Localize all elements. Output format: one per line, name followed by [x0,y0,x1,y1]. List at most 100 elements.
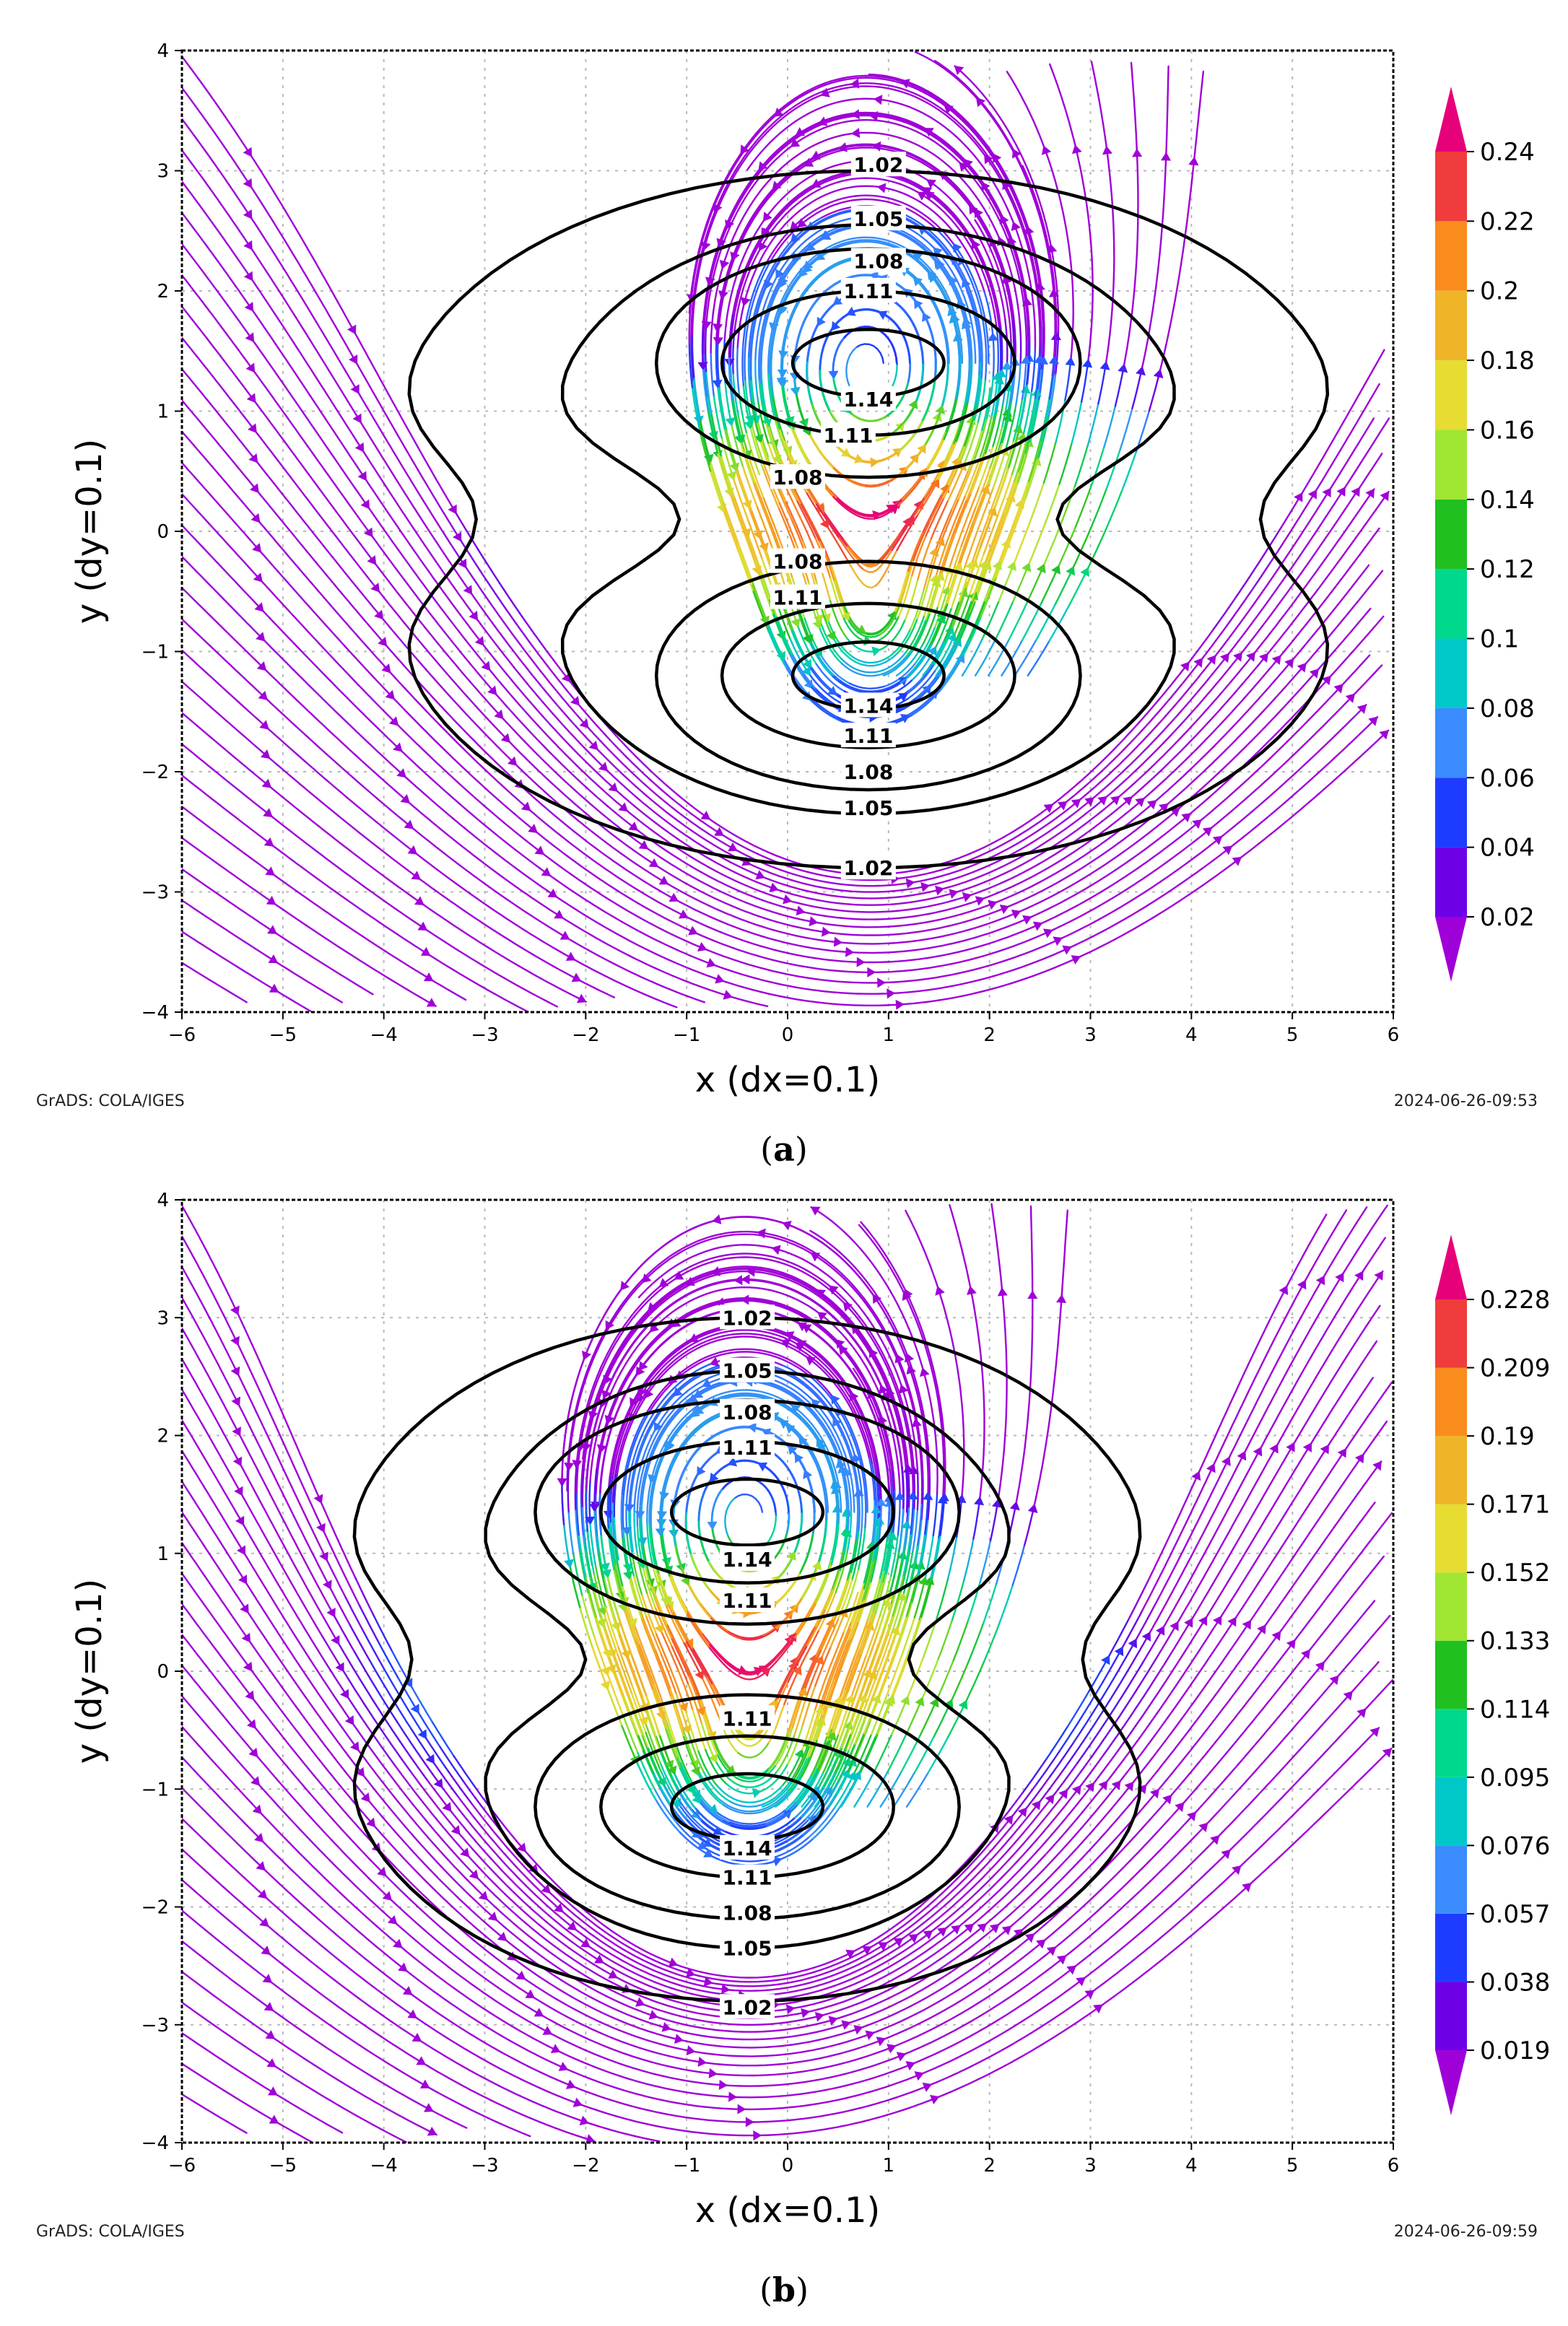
streamline-segment [518,2094,555,2112]
streamline-segment [1037,204,1050,248]
streamline-segment [355,804,388,832]
streamline-arrow [1329,1675,1339,1686]
streamline-segment [210,737,243,764]
streamline-segment [803,231,837,254]
streamline-arrow [1258,653,1268,663]
streamline-segment [899,904,937,912]
streamline-segment [1029,1841,1058,1872]
streamline-segment [1145,1753,1172,1786]
streamline-segment [1267,621,1294,655]
streamline-segment [1089,488,1107,529]
streamline-segment [296,347,321,384]
streamline-segment [868,2109,905,2121]
streamline-segment [182,1297,203,1335]
streamline-segment [382,618,410,650]
streamline-segment [354,1972,387,1998]
streamline-arrow [733,434,744,444]
streamline-segment [1279,623,1307,657]
streamline-segment [604,734,634,765]
streamline-segment [595,821,628,846]
streamline-segment [924,1946,957,1970]
streamline-segment [273,1448,293,1488]
streamline-segment [1357,383,1380,421]
streamline-segment [367,2073,401,2094]
streamline-segment [375,1756,402,1790]
streamline-arrow [1031,1800,1041,1811]
streamline-segment [998,1791,1024,1825]
streamline-segment [182,2063,215,2086]
streamline-segment [993,183,1014,223]
streamline-arrow [715,974,725,984]
streamline-segment [1165,108,1169,154]
streamline-segment [1050,269,1057,314]
streamline-arrow [1071,955,1081,964]
streamline-segment [780,941,819,950]
streamline-segment [976,251,993,292]
streamline-segment [853,925,891,928]
streamline-segment [450,901,484,925]
streamline-segment [1162,1650,1187,1686]
streamline-segment [1003,481,1019,523]
streamline-segment [448,1771,474,1806]
streamline-segment [1049,1742,1074,1777]
streamline-arrow [1181,813,1191,823]
streamline-arrow [718,2079,728,2091]
streamline-segment [210,1904,242,1931]
streamline-segment [266,699,297,728]
streamline-segment [363,885,396,910]
streamline-segment [347,1697,373,1733]
streamline-arrow [263,2002,274,2011]
streamline-arrow [254,602,264,612]
streamline-segment [365,912,399,936]
streamline-segment [1110,723,1139,754]
streamline-segment [338,946,372,969]
streamline-segment [1087,315,1093,360]
streamline-arrow [1071,144,1082,154]
streamline-arrow [1286,1442,1295,1452]
streamline-segment [1050,845,1085,867]
streamline-segment [528,641,555,676]
streamline-segment [674,1982,712,1993]
streamline-segment [1266,587,1292,622]
streamline-segment [305,897,339,920]
contour-label-bg [850,152,906,177]
streamline-arrow [360,499,370,510]
streamline-arrow [1101,1655,1110,1665]
x-tick-label: 1 [883,1024,895,1046]
streamline-segment [745,930,783,943]
streamline-segment [415,573,442,609]
streamline-segment [462,1780,488,1814]
streamline-segment [578,704,606,736]
streamline-segment [855,85,894,90]
streamline-segment [767,330,773,375]
streamline-segment [1022,1999,1055,2022]
streamline-arrow [1343,1691,1353,1701]
streamline-segment [1317,638,1346,670]
streamline-arrow [728,2091,738,2102]
streamline-segment [489,669,517,702]
streamline-arrow [1097,796,1107,806]
streamline-segment [1029,1816,1058,1848]
streamline-segment [658,1573,675,1614]
streamline-segment [1309,1618,1336,1651]
streamline-segment [182,1419,204,1456]
streamline-segment [212,829,245,854]
streamline-segment [741,442,757,485]
streamline-segment [202,1484,225,1521]
streamline-segment [775,482,793,522]
streamline-segment [1099,1694,1123,1731]
streamline-segment [654,952,690,970]
streamline-segment [281,1565,303,1603]
streamline-segment [211,767,243,794]
streamline-segment [959,1899,990,1927]
streamline-arrow [1066,565,1076,576]
streamline-segment [785,182,819,206]
streamline-segment [773,415,789,458]
streamline-segment [588,916,623,938]
streamline-segment [977,487,995,528]
streamline-segment [1035,603,1057,642]
streamline-segment [350,1946,383,1973]
streamline-arrow [1058,1789,1068,1800]
streamline-segment [846,177,884,181]
streamline-segment [913,2047,950,2064]
